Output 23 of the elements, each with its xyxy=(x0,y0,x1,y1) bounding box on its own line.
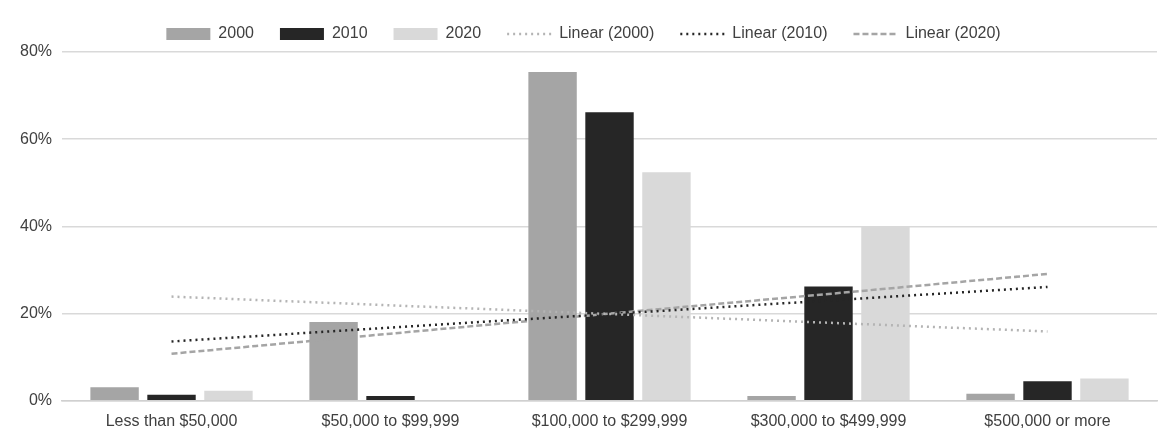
legend-label: Linear (2010) xyxy=(732,24,828,42)
bar xyxy=(1023,381,1072,401)
legend-label: 2000 xyxy=(218,24,255,42)
y-tick-label: 60% xyxy=(19,129,53,147)
bar xyxy=(366,396,415,401)
legend-label: Linear (2000) xyxy=(559,24,655,42)
legend-label: Linear (2020) xyxy=(905,24,1001,42)
y-tick-label: 40% xyxy=(19,216,53,234)
x-tick-label: Less than $50,000 xyxy=(105,411,238,429)
y-tick-label: 0% xyxy=(28,391,53,409)
x-tick-label: $100,000 to $299,999 xyxy=(531,411,688,429)
legend-label: 2020 xyxy=(445,24,482,42)
bar xyxy=(966,393,1015,401)
y-tick-label: 20% xyxy=(19,304,53,322)
bar xyxy=(147,394,196,401)
line-series xyxy=(170,295,1049,333)
x-tick-label: $500,000 or more xyxy=(984,411,1111,429)
bar xyxy=(90,387,139,401)
legend-label: 2010 xyxy=(331,24,368,42)
bar xyxy=(747,396,796,401)
x-tick-label: $50,000 to $99,999 xyxy=(321,411,460,429)
y-tick-label: 80% xyxy=(19,42,53,60)
x-tick-label: $300,000 to $499,999 xyxy=(750,411,907,429)
